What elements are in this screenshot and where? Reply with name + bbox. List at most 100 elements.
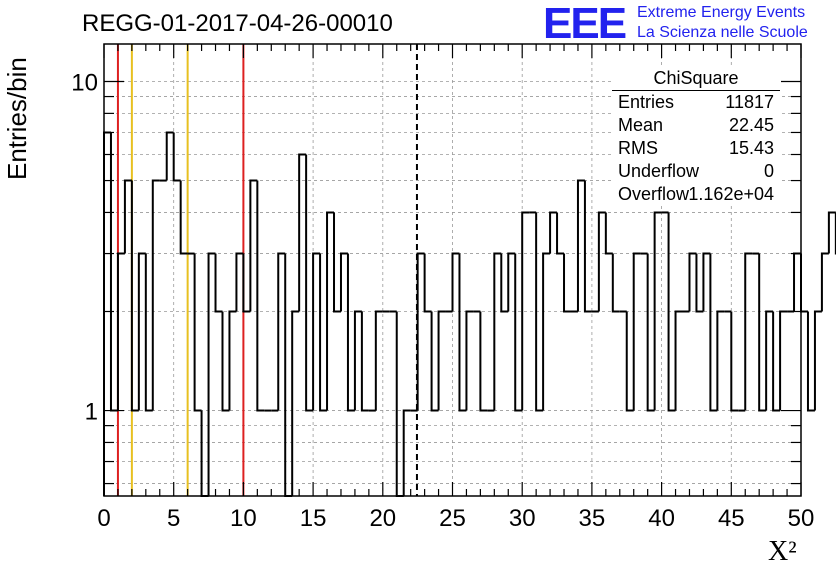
histogram-bin	[249, 179, 258, 312]
histogram-bin	[305, 154, 314, 412]
histogram-bin	[779, 310, 788, 411]
y-tick-label: 1	[85, 399, 98, 426]
histogram-bin	[221, 311, 230, 412]
histogram-bin	[479, 311, 488, 412]
stats-value: 11817	[725, 92, 774, 112]
histogram-bin	[346, 253, 355, 412]
histogram-bin	[360, 311, 369, 412]
x-tick-label: 15	[300, 505, 327, 532]
stats-label: Entries	[618, 92, 675, 112]
histogram-bin	[820, 252, 829, 312]
histogram-bin	[353, 310, 362, 411]
histogram-bin	[458, 253, 467, 412]
histogram-bin	[207, 252, 216, 496]
histogram-bin	[326, 211, 335, 411]
histogram-bin	[667, 212, 676, 412]
histogram-bin	[576, 179, 585, 312]
histogram-bin	[674, 310, 683, 411]
histogram-bin	[765, 310, 774, 411]
histogram-bin	[228, 310, 237, 411]
stats-label: Mean	[618, 115, 664, 135]
histogram-bin	[535, 212, 544, 412]
histogram-bin	[549, 211, 558, 254]
histogram-bin	[109, 132, 118, 412]
histogram-bin	[430, 311, 439, 412]
x-tick-label: 40	[648, 505, 675, 532]
y-axis-label: Entries/bin	[2, 57, 32, 180]
histogram-bin	[507, 252, 516, 312]
run-title: REGG-01-2017-04-26-00010	[82, 10, 393, 37]
x-tick-label: 20	[369, 505, 396, 532]
tick-labels: 0 5 10 15 20 25 30 35 40 45 50 1 10	[71, 69, 814, 532]
stats-value: 15.43	[728, 138, 774, 158]
histogram-bin	[130, 180, 139, 412]
histogram-bin	[653, 211, 662, 411]
histogram-bin	[793, 252, 801, 312]
histogram-bin	[333, 212, 341, 313]
histogram-bin	[339, 252, 348, 312]
stats-box: ChiSquare Entries 11817 Mean 22.45 RMS 1…	[612, 66, 780, 206]
histogram-bin	[625, 311, 634, 412]
histogram-bin	[521, 211, 530, 411]
histogram-bin	[730, 311, 739, 412]
histogram-bin	[646, 253, 655, 412]
histogram-bin	[193, 253, 202, 412]
histogram-bin	[632, 252, 641, 411]
x-tick-label: 45	[718, 505, 745, 532]
stats-value: 22.45	[728, 115, 774, 135]
histogram-bin	[402, 409, 411, 496]
histogram-bin	[563, 253, 571, 313]
stats-label: Overflow	[618, 184, 690, 204]
histogram-bin	[772, 311, 781, 412]
eee-logo-mark: EEE	[543, 0, 627, 48]
histogram-bin	[179, 180, 188, 255]
histogram-bin	[103, 131, 111, 496]
x-tick-label: 35	[579, 505, 606, 532]
histogram-bin	[214, 253, 223, 313]
x-axis-label: X²	[768, 536, 797, 567]
histogram-bin	[235, 252, 244, 312]
histogram-bin	[758, 253, 767, 412]
stats-row-underflow: Underflow 0	[618, 161, 774, 183]
x-tick-label: 10	[230, 505, 257, 532]
histogram-bin	[312, 252, 321, 411]
histogram-bin	[172, 132, 181, 182]
logo-caption-line1: Extreme Energy Events	[637, 4, 806, 21]
histogram-bin	[514, 253, 523, 412]
histogram-bin	[137, 252, 146, 411]
histogram-bin	[702, 252, 711, 312]
histogram-bin	[500, 253, 509, 313]
histogram-bin	[597, 211, 606, 312]
histogram-bin	[256, 180, 265, 412]
histogram-bin	[319, 253, 328, 412]
stats-label: Underflow	[618, 161, 700, 181]
histogram-bin	[423, 253, 432, 313]
x-tick-label: 5	[167, 505, 180, 532]
stats-value: 1.162e+04	[688, 184, 774, 204]
histogram-bin	[800, 253, 808, 313]
histogram-bin	[813, 310, 822, 411]
histogram-bin	[284, 253, 293, 497]
stats-row-entries: Entries 11817	[618, 92, 774, 114]
histogram-bin	[298, 153, 307, 312]
histogram-bin	[416, 252, 425, 411]
histogram-bin	[116, 252, 125, 411]
x-tick-label: 30	[509, 505, 536, 532]
histogram-bin	[451, 252, 460, 312]
histogram-bin	[374, 310, 383, 411]
histogram-bin	[542, 252, 551, 411]
histogram-bin	[744, 252, 753, 411]
histogram-bin	[291, 310, 300, 496]
x-tick-label: 25	[439, 505, 466, 532]
histogram-bin	[151, 179, 160, 411]
stats-row-rms: RMS 15.43	[618, 138, 774, 160]
histogram-bin	[716, 310, 725, 411]
histogram-bin	[165, 131, 174, 181]
reference-lines	[116, 44, 418, 496]
histogram-bin	[465, 310, 474, 411]
stats-row-mean: Mean 22.45	[618, 115, 774, 137]
histogram-bin	[695, 253, 704, 313]
stats-divider	[612, 90, 780, 91]
histogram-bin	[395, 311, 404, 497]
x-tick-label: 50	[788, 505, 815, 532]
